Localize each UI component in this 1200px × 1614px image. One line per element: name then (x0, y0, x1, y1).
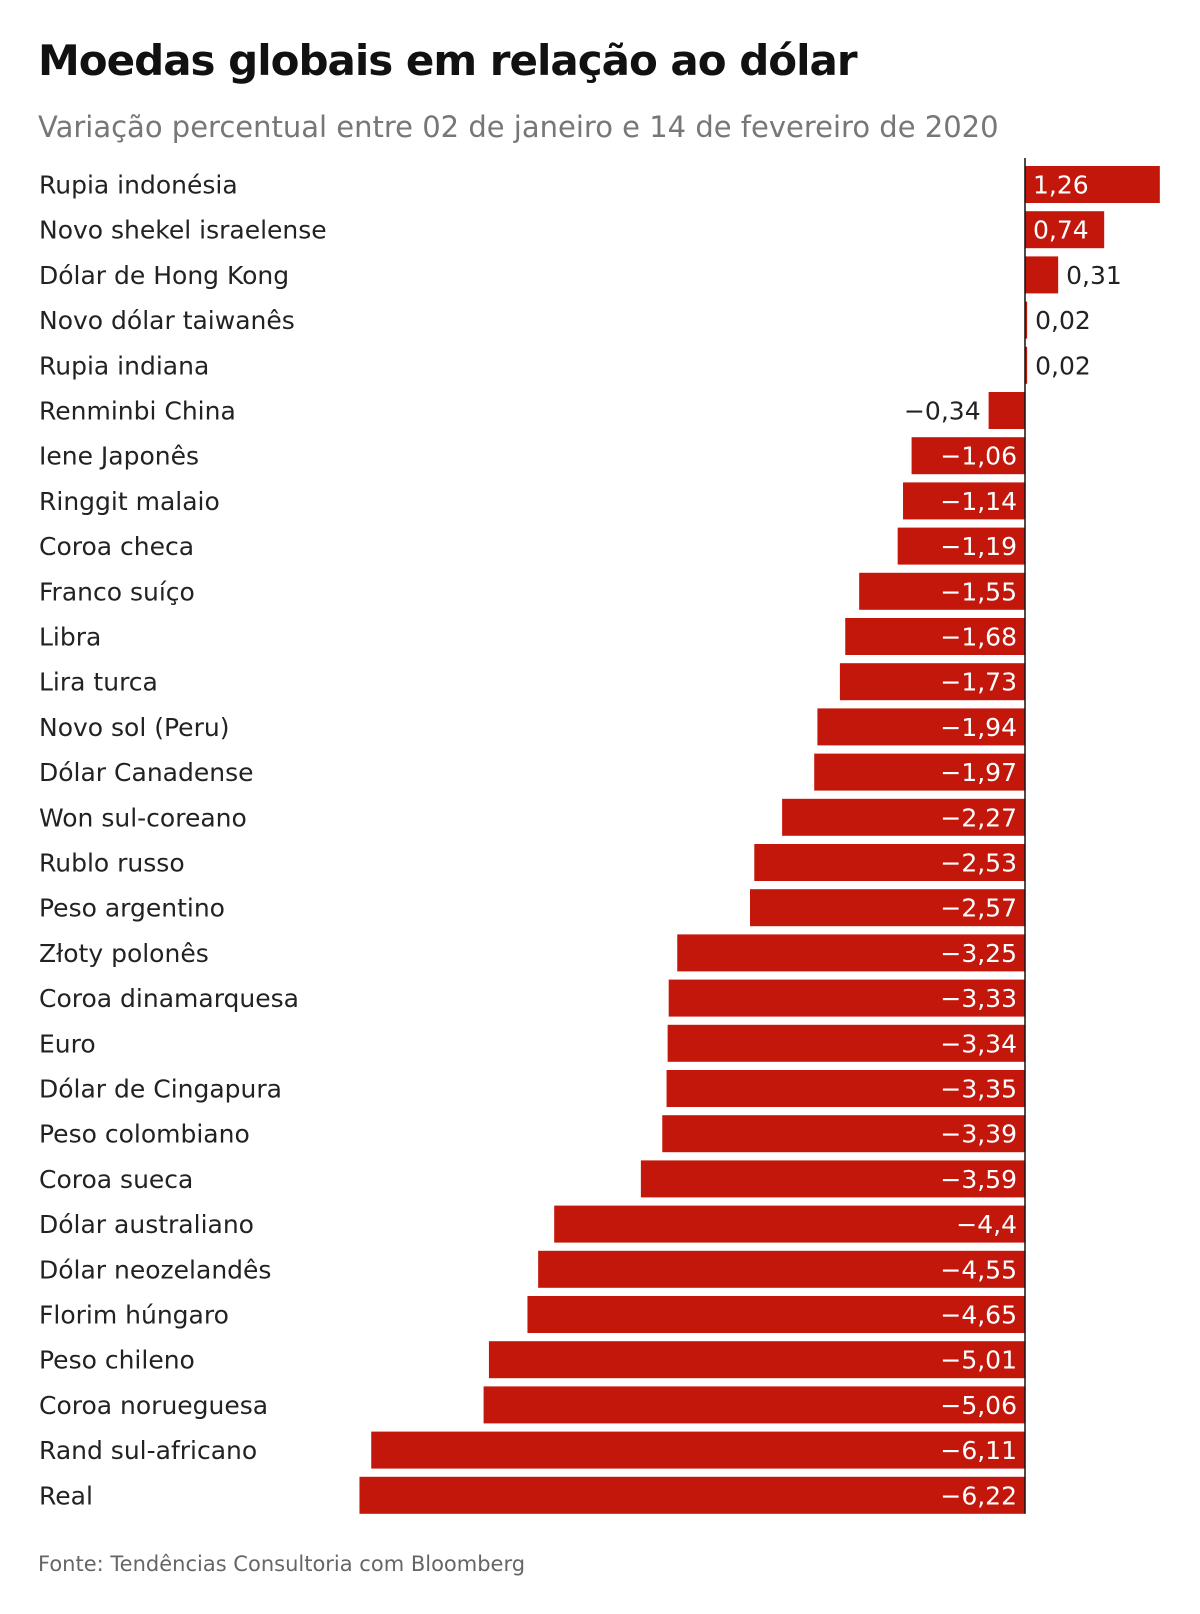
bar (839, 663, 1025, 701)
bar (988, 392, 1025, 429)
value-label: −3,59 (940, 1165, 1017, 1194)
category-label: Peso chileno (39, 1346, 195, 1375)
value-label: −5,06 (940, 1391, 1017, 1420)
value-label: 0,31 (1066, 261, 1122, 290)
value-label: −4,65 (940, 1301, 1017, 1330)
bar (677, 934, 1025, 972)
bar (1025, 211, 1105, 249)
category-label: Peso argentino (39, 894, 225, 923)
value-label: −1,94 (940, 713, 1017, 742)
bar (1025, 301, 1028, 339)
category-label: Libra (39, 623, 101, 652)
value-label: −1,97 (940, 758, 1017, 787)
value-label: −3,33 (940, 984, 1017, 1013)
category-label: Euro (39, 1029, 96, 1058)
bar (359, 1476, 1026, 1514)
category-label: Renminbi China (39, 397, 236, 426)
bar (488, 1341, 1025, 1379)
category-label: Peso colombiano (39, 1120, 250, 1149)
bar (903, 482, 1025, 520)
value-label: −3,34 (940, 1029, 1017, 1058)
value-label: 0,02 (1035, 351, 1091, 380)
chart-title: Moedas globais em relação ao dólar (38, 36, 858, 85)
category-label: Dólar neozelandês (39, 1255, 271, 1284)
value-label: −1,14 (940, 487, 1017, 516)
value-label: −3,35 (940, 1075, 1017, 1104)
category-label: Dólar de Hong Kong (39, 261, 289, 290)
value-label: −3,25 (940, 939, 1017, 968)
bar (483, 1386, 1026, 1424)
bar (667, 1024, 1025, 1062)
value-label: −2,57 (940, 894, 1017, 923)
category-label: Dólar australiano (39, 1210, 254, 1239)
category-label: Florim húngaro (39, 1301, 229, 1330)
category-label: Rupia indiana (39, 351, 209, 380)
category-label: Lira turca (39, 668, 158, 697)
category-label: Novo shekel israelense (39, 216, 327, 245)
value-label: −2,53 (940, 849, 1017, 878)
value-label: −1,68 (940, 623, 1017, 652)
bar (640, 1160, 1025, 1198)
value-label: −4,4 (956, 1210, 1017, 1239)
bar (814, 753, 1025, 791)
bar (1025, 346, 1028, 384)
value-label: −5,01 (940, 1346, 1017, 1375)
value-label: −1,19 (940, 532, 1017, 561)
category-label: Iene Japonês (39, 442, 199, 471)
category-label: Real (39, 1481, 93, 1510)
category-label: Coroa norueguesa (39, 1391, 268, 1420)
category-label: Coroa dinamarquesa (39, 984, 299, 1013)
bar (668, 979, 1025, 1017)
bar (371, 1431, 1026, 1469)
value-label: −2,27 (940, 803, 1017, 832)
category-label: Coroa sueca (39, 1165, 193, 1194)
bar (538, 1250, 1025, 1288)
value-label: −1,55 (940, 577, 1017, 606)
chart-subtitle: Variação percentual entre 02 de janeiro … (38, 110, 999, 144)
bar (527, 1296, 1025, 1333)
bar (1025, 166, 1160, 203)
bar (845, 618, 1025, 655)
value-label: −4,55 (940, 1255, 1017, 1284)
category-label: Dólar Canadense (39, 758, 253, 787)
bar (911, 437, 1025, 475)
bar (859, 572, 1025, 610)
bar (897, 527, 1025, 565)
category-label: Rand sul-africano (39, 1436, 257, 1465)
value-label: 1,26 (1033, 171, 1089, 200)
value-label: 0,02 (1035, 306, 1091, 335)
category-label: Rupia indonésia (39, 171, 238, 200)
category-label: Novo dólar taiwanês (39, 306, 295, 335)
category-label: Złoty polonês (39, 939, 209, 968)
value-label: −6,22 (940, 1481, 1017, 1510)
value-label: −0,34 (904, 397, 981, 426)
bar (662, 1115, 1025, 1153)
bar (666, 1070, 1025, 1107)
category-label: Dólar de Cingapura (39, 1075, 282, 1104)
bar (1025, 256, 1059, 294)
bar-chart: Rupia indonésia 1,26 Novo shekel israelens… (39, 158, 1160, 1514)
value-label: −3,39 (940, 1120, 1017, 1149)
bar (754, 844, 1025, 881)
category-label: Ringgit malaio (39, 487, 220, 516)
bar (817, 708, 1025, 746)
category-label: Coroa checa (39, 532, 194, 561)
value-label: 0,74 (1033, 216, 1089, 245)
bar (554, 1205, 1025, 1243)
value-label: −1,73 (940, 668, 1017, 697)
source-note: Fonte: Tendências Consultoria com Bloomb… (38, 1552, 526, 1576)
category-label: Rublo russo (39, 849, 185, 878)
value-label: −1,06 (940, 442, 1017, 471)
category-label: Franco suíço (39, 577, 195, 606)
bar (782, 798, 1025, 836)
value-label: −6,11 (940, 1436, 1017, 1465)
category-label: Novo sol (Peru) (39, 713, 229, 742)
category-label: Won sul-coreano (39, 803, 247, 832)
bar (750, 889, 1025, 927)
